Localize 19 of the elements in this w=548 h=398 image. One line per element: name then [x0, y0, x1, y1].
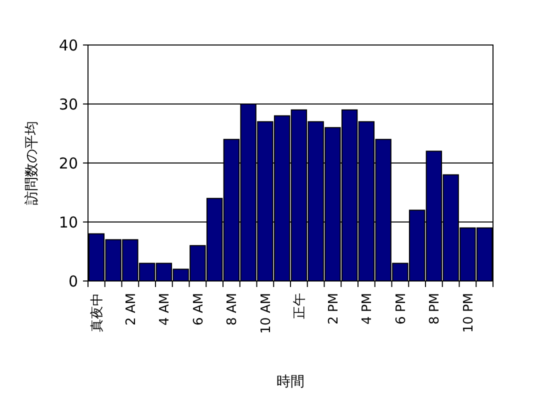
x-tick-label: 真夜中 [88, 293, 105, 332]
x-tick-label: 6 PM [394, 293, 409, 324]
x-axis-title: 時間 [276, 374, 304, 390]
y-tick-label: 20 [58, 154, 78, 172]
y-tick-label: 30 [58, 95, 78, 114]
y-tick-label: 40 [58, 36, 78, 54]
y-tick-label: 10 [58, 213, 78, 232]
x-tick-label: 4 AM [157, 293, 172, 326]
x-tick-label: 2 PM [326, 293, 342, 324]
x-tick-label: 2 AM [124, 293, 139, 326]
y-axis-title: 訪問数の平均 [24, 121, 40, 205]
y-tick-label: 0 [68, 272, 78, 290]
x-tick-label: 8 PM [427, 293, 442, 324]
x-tick-label: 正午 [292, 293, 308, 319]
x-tick-label: 10 PM [461, 293, 476, 333]
x-tick-label: 4 PM [360, 293, 375, 324]
x-tick-label: 8 AM [224, 293, 240, 326]
x-tick-label: 10 AM [258, 293, 274, 334]
x-tick-label: 6 AM [191, 293, 206, 326]
